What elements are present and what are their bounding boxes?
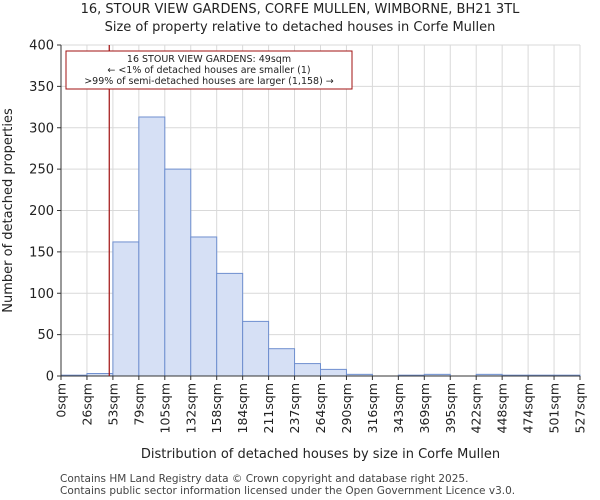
x-tick-label: 422sqm xyxy=(469,383,484,433)
x-tick-label: 158sqm xyxy=(209,383,224,433)
y-tick-label: 50 xyxy=(37,328,54,343)
x-tick-labels: 0sqm 26sqm 53sqm 79sqm 105sqm 132sqm 158sqm 184… xyxy=(54,376,588,433)
x-tick-label: 474sqm xyxy=(521,383,536,433)
x-tick-label: 105sqm xyxy=(157,383,172,433)
y-tick-label: 250 xyxy=(29,163,54,178)
x-tick-label: 184sqm xyxy=(235,383,250,433)
annotation-line-1: 16 STOUR VIEW GARDENS: 49sqm xyxy=(127,54,291,65)
x-axis-label: Distribution of detached houses by size … xyxy=(141,447,500,462)
bar-53sqm xyxy=(112,241,140,377)
x-tick-label: 53sqm xyxy=(105,383,120,426)
bars xyxy=(60,116,581,377)
x-tick-label: 264sqm xyxy=(313,383,328,433)
bar-105sqm xyxy=(164,168,192,377)
x-tick-label: 0sqm xyxy=(54,383,69,418)
y-axis-label: Number of detached properties xyxy=(1,108,16,313)
y-tick-label: 200 xyxy=(29,204,54,219)
annotation-box: 16 STOUR VIEW GARDENS: 49sqm ← <1% of de… xyxy=(65,50,353,90)
histogram-chart: 0 50 100 150 200 250 300 350 400 0sqm 26sqm 53sqm 7… xyxy=(1,39,588,463)
x-tick-label: 290sqm xyxy=(339,383,354,433)
annotation-line-2: ← <1% of detached houses are smaller (1) xyxy=(107,65,310,76)
x-tick-label: 211sqm xyxy=(261,383,276,433)
x-tick-label: 395sqm xyxy=(443,383,458,433)
x-tick-label: 79sqm xyxy=(131,383,146,426)
x-tick-label: 448sqm xyxy=(495,383,510,433)
y-tick-label: 350 xyxy=(29,80,54,95)
x-tick-label: 527sqm xyxy=(573,383,588,433)
bar-184sqm xyxy=(242,320,270,377)
bar-158sqm xyxy=(216,272,244,377)
x-tick-label: 132sqm xyxy=(183,383,198,433)
y-tick-label: 150 xyxy=(29,245,54,260)
x-tick-label: 343sqm xyxy=(391,383,406,433)
bar-79sqm xyxy=(138,116,166,377)
bar-132sqm xyxy=(190,236,218,377)
annotation-frame xyxy=(65,50,353,90)
footer-copyright: Contains HM Land Registry data © Crown c… xyxy=(60,473,469,485)
x-tick-label: 237sqm xyxy=(287,383,302,433)
x-tick-label: 26sqm xyxy=(79,383,94,426)
y-tick-label: 100 xyxy=(29,287,54,302)
annotation-line-3: >99% of semi-detached houses are larger … xyxy=(84,76,334,87)
chart-title: 16, STOUR VIEW GARDENS, CORFE MULLEN, WI… xyxy=(80,2,520,17)
bar-211sqm xyxy=(268,348,296,377)
bar-237sqm xyxy=(294,363,321,377)
bar-264sqm xyxy=(320,368,347,377)
chart-subtitle: Size of property relative to detached ho… xyxy=(104,20,496,35)
y-tick-label: 400 xyxy=(29,39,54,54)
footer-licence: Contains public sector information licen… xyxy=(60,485,516,497)
y-tick-labels: 0 50 100 150 200 250 300 350 400 xyxy=(29,39,61,385)
y-tick-label: 0 xyxy=(46,370,54,385)
x-tick-label: 501sqm xyxy=(547,383,562,433)
y-tick-label: 300 xyxy=(29,121,54,136)
x-tick-label: 369sqm xyxy=(417,383,432,433)
x-tick-label: 316sqm xyxy=(365,383,380,433)
